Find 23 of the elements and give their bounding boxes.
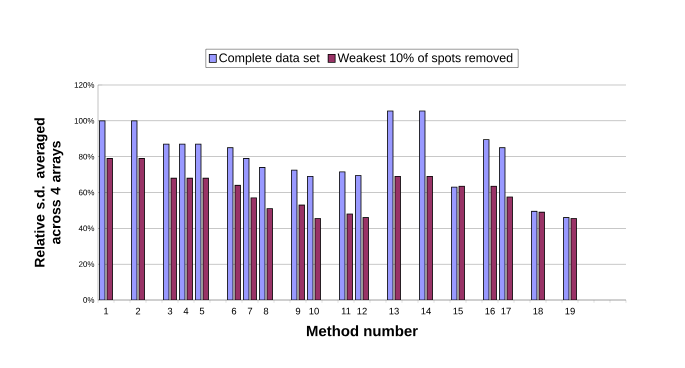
x-tick-label: 17 [501,308,511,314]
x-tick-label: 2 [136,308,140,314]
x-tick-label: 11 [342,308,350,314]
x-tick-label: 5 [200,308,204,314]
x-tick-label: 3 [168,308,172,314]
x-tick-label: 12 [357,308,367,314]
x-tick-label: 6 [232,308,236,314]
legend-label: Weakest 10% of spots removed [338,53,512,65]
x-axis-title: Method number [306,325,418,336]
x-tick-label: 13 [389,308,399,314]
x-tick-label: 18 [533,308,543,314]
x-tick-label: 10 [309,308,319,314]
x-tick-label: 16 [485,308,495,314]
y-axis-title: Relative s.d. averaged across 4 arrays [34,118,64,267]
x-tick-label: 4 [184,308,188,314]
x-tick-label: 15 [453,308,463,314]
x-tick-label: 14 [421,308,431,314]
x-tick-label: 19 [565,308,575,314]
x-tick-label: 1 [104,308,108,314]
x-tick-label: 9 [296,308,300,314]
x-tick-label: 7 [248,308,252,314]
x-tick-label: 8 [264,308,268,314]
legend-label: Complete data set [219,53,320,65]
